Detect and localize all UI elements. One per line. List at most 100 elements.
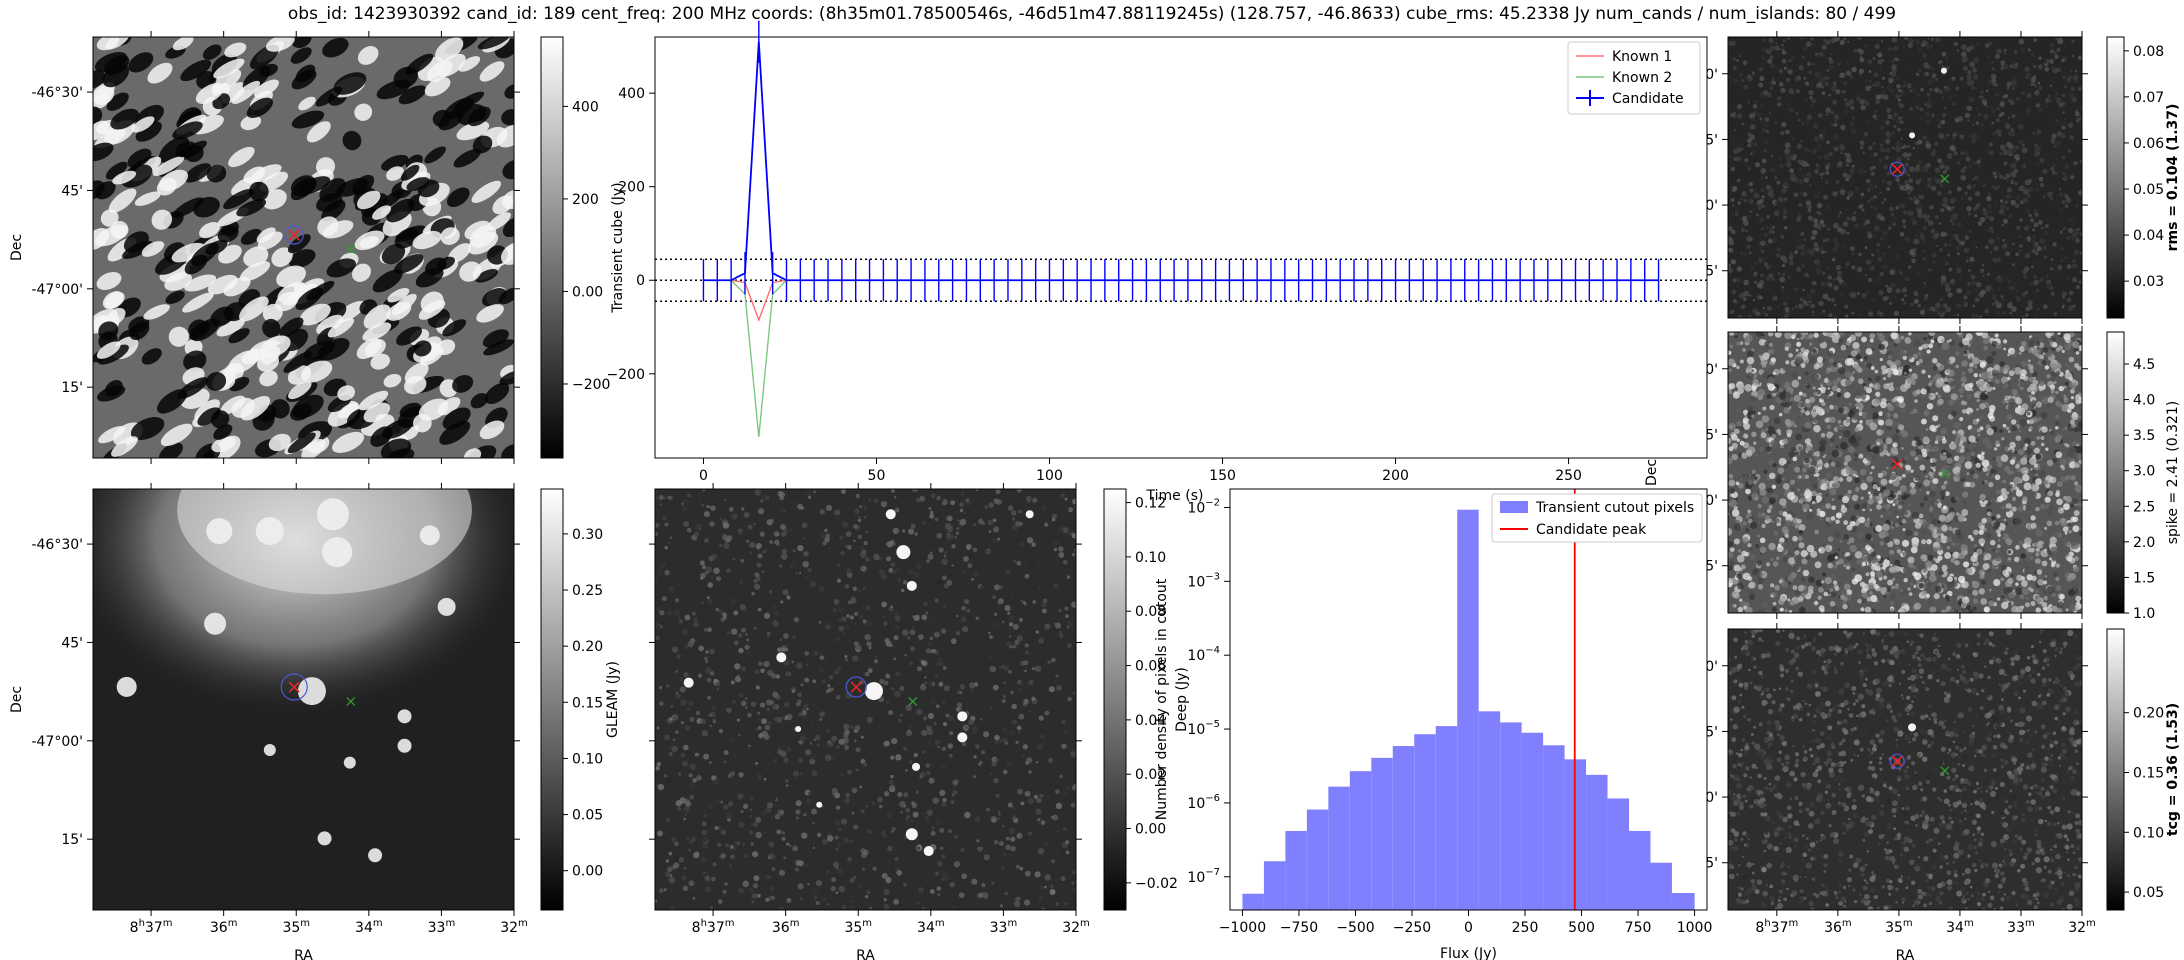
noise-speckle	[1912, 408, 1918, 414]
noise-speckle	[1939, 62, 1944, 66]
noise-speckle	[2070, 86, 2075, 91]
noise-speckle	[2059, 458, 2068, 466]
noise-speckle	[675, 778, 681, 784]
noise-speckle	[866, 641, 872, 647]
noise-speckle	[692, 896, 696, 900]
noise-speckle	[2061, 247, 2064, 250]
noise-speckle	[2007, 278, 2013, 284]
noise-speckle	[1784, 306, 1790, 312]
noise-speckle	[1886, 132, 1892, 139]
noise-speckle	[795, 809, 801, 815]
noise-speckle	[1728, 155, 1732, 160]
noise-speckle	[1730, 198, 1735, 202]
noise-speckle	[708, 713, 713, 718]
noise-speckle	[916, 846, 921, 850]
noise-speckle	[953, 535, 958, 539]
noise-speckle	[849, 839, 854, 843]
noise-blob	[228, 146, 255, 168]
noise-speckle	[2016, 225, 2021, 230]
noise-speckle	[1812, 229, 1818, 236]
noise-speckle	[1849, 75, 1854, 80]
noise-blob	[240, 228, 262, 245]
noise-speckle	[1778, 216, 1781, 219]
noise-speckle	[1976, 159, 1981, 165]
noise-speckle	[763, 489, 768, 492]
noise-speckle	[1952, 222, 1956, 226]
noise-speckle	[946, 533, 953, 541]
noise-blob	[207, 274, 238, 295]
noise-speckle	[1782, 258, 1789, 264]
noise-speckle	[1002, 694, 1007, 699]
noise-speckle	[1823, 153, 1830, 160]
noise-speckle	[1795, 89, 1800, 94]
noise-speckle	[655, 532, 658, 536]
noise-speckle	[992, 684, 999, 691]
noise-speckle	[1891, 47, 1895, 51]
noise-speckle	[1968, 229, 1972, 233]
noise-speckle	[1004, 516, 1009, 521]
noise-speckle	[1847, 40, 1850, 43]
candidate-marker	[850, 681, 862, 693]
noise-speckle	[1780, 130, 1785, 136]
noise-speckle	[1825, 39, 1831, 45]
noise-blob	[333, 72, 367, 95]
noise-speckle	[1824, 251, 1828, 254]
noise-speckle	[1786, 433, 1792, 438]
noise-speckle	[1853, 211, 1857, 215]
noise-speckle	[930, 830, 936, 836]
noise-speckle	[1845, 340, 1851, 347]
noise-speckle	[849, 877, 855, 883]
noise-speckle	[1766, 92, 1772, 98]
noise-speckle	[743, 608, 747, 612]
noise-speckle	[1867, 200, 1870, 203]
noise-speckle	[894, 690, 901, 698]
noise-speckle	[1761, 128, 1767, 133]
noise-speckle	[864, 633, 871, 641]
noise-speckle	[771, 867, 776, 872]
noise-speckle	[2065, 436, 2070, 441]
noise-speckle	[1835, 89, 1841, 95]
noise-speckle	[1977, 221, 1983, 226]
noise-speckle	[2071, 263, 2078, 269]
noise-speckle	[1737, 201, 1741, 205]
noise-speckle	[739, 591, 745, 598]
noise-speckle	[1800, 232, 1805, 237]
noise-speckle	[1793, 394, 1801, 402]
noise-speckle	[734, 663, 741, 670]
point-source	[912, 762, 921, 771]
noise-speckle	[820, 896, 827, 903]
noise-speckle	[938, 681, 944, 687]
noise-speckle	[881, 574, 888, 580]
noise-speckle	[952, 762, 957, 766]
noise-speckle	[1876, 242, 1881, 247]
noise-speckle	[1783, 66, 1787, 70]
noise-speckle	[1939, 297, 1943, 301]
noise-speckle	[795, 571, 798, 575]
noise-speckle	[988, 631, 991, 635]
noise-speckle	[1066, 575, 1071, 579]
noise-blob	[93, 142, 114, 162]
noise-blob	[316, 193, 343, 212]
noise-blob	[406, 177, 430, 191]
noise-speckle	[2079, 405, 2082, 410]
noise-speckle	[730, 854, 735, 860]
noise-speckle	[1988, 600, 1995, 607]
noise-speckle	[658, 686, 663, 690]
noise-speckle	[1751, 149, 1757, 155]
noise-speckle	[998, 813, 1001, 816]
noise-speckle	[1916, 102, 1919, 105]
noise-speckle	[683, 744, 689, 751]
noise-speckle	[658, 561, 665, 568]
noise-speckle	[851, 811, 855, 815]
noise-speckle	[2050, 197, 2053, 201]
noise-blob	[129, 321, 150, 341]
noise-speckle	[2032, 228, 2036, 232]
noise-speckle	[853, 739, 857, 743]
noise-speckle	[1938, 222, 1942, 225]
noise-speckle	[873, 659, 878, 664]
diffuse-emission	[177, 489, 472, 595]
noise-speckle	[1759, 103, 1764, 108]
noise-speckle	[1843, 534, 1849, 540]
noise-speckle	[1967, 282, 1971, 286]
noise-speckle	[1899, 103, 1904, 109]
